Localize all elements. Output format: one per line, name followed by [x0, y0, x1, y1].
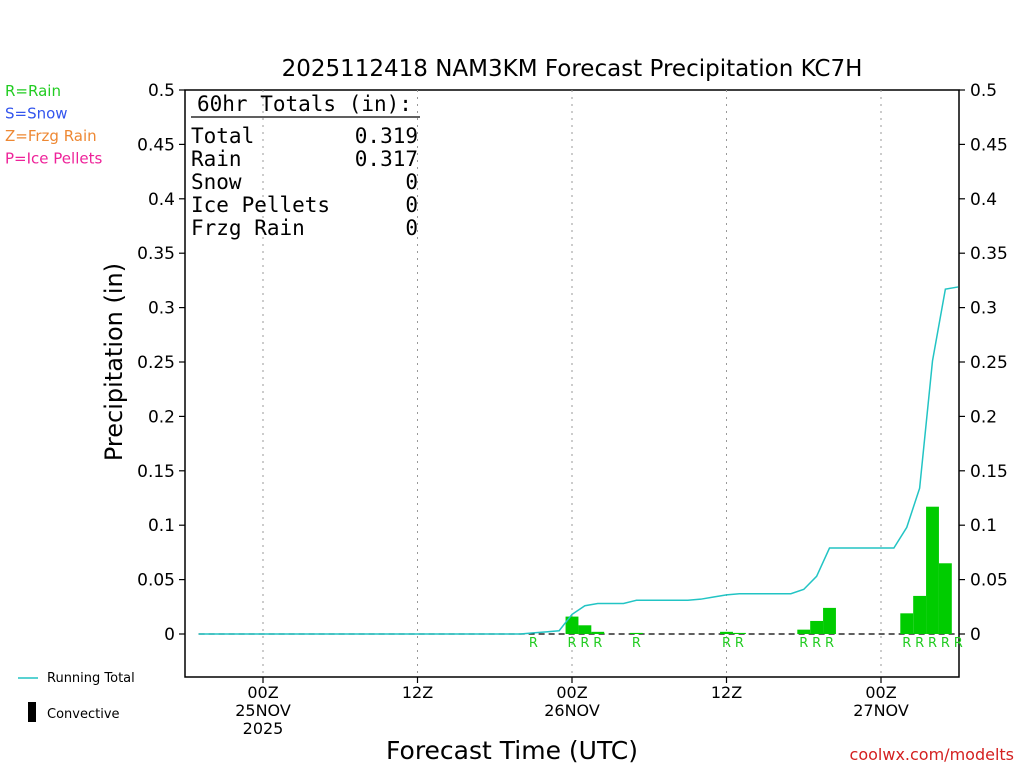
precip-type-marker: R: [928, 636, 937, 651]
x-gridlines: [262, 90, 882, 677]
rain-bar: [913, 595, 927, 634]
precip-type-marker: R: [567, 636, 576, 651]
y-tick-label: 0: [164, 625, 175, 645]
totals-row-label: Rain: [191, 147, 242, 171]
y-tick-label: 0.1: [148, 516, 175, 536]
y-tick-label: 0.4: [148, 190, 175, 210]
y-right-tick-label: 0.35: [970, 244, 1008, 264]
x-tick-label: 25NOV: [235, 701, 291, 720]
legend-item: Z=Frzg Rain: [5, 127, 97, 145]
chart-title: 2025112418 NAM3KM Forecast Precipitation…: [282, 56, 863, 82]
totals-rows: Total 0.319 Rain 0.317 Snow 0 Ice Pellets 0 Frzg…: [191, 124, 418, 240]
x-tick-label: 12Z: [711, 683, 742, 702]
y-axis-left: 0 0.05 0.1 0.15 0.2 0.25 0.3 0.35 0.4 0.45 0.5: [137, 81, 185, 645]
y-right-tick-label: 0: [970, 625, 981, 645]
rain-bar: [938, 563, 952, 634]
y-axis-right: 0 0.05 0.1 0.15 0.2 0.25 0.3 0.35 0.4 0.45 0.5: [959, 81, 1008, 645]
legend-item: S=Snow: [5, 105, 68, 123]
precip-type-marker: R: [915, 636, 924, 651]
y-right-tick-label: 0.5: [970, 81, 997, 101]
x-tick-label: 2025: [243, 719, 284, 738]
y-tick-label: 0.3: [148, 299, 175, 319]
y-right-tick-label: 0.45: [970, 135, 1008, 155]
precip-type-marker: R: [902, 636, 911, 651]
rain-bar: [565, 616, 579, 634]
y-right-tick-label: 0.1: [970, 516, 997, 536]
y-right-tick-label: 0.05: [970, 571, 1008, 591]
totals-row-value: 0: [405, 193, 418, 217]
rain-bar: [900, 613, 914, 634]
rain-bar: [629, 632, 643, 634]
rain-bar: [591, 631, 605, 634]
y-axis-label: Precipitation (in): [100, 263, 128, 461]
rain-bar: [797, 629, 811, 634]
x-tick-label: 00Z: [865, 683, 896, 702]
precip-type-marker: R: [580, 636, 589, 651]
running-total-legend-label: Running Total: [47, 671, 135, 686]
rain-bar: [823, 607, 836, 634]
totals-row-value: 0: [405, 170, 418, 194]
totals-row-value: 0: [405, 216, 418, 240]
running-total-line: [198, 286, 959, 635]
rain-bar: [810, 620, 824, 634]
rain-bar: [926, 506, 939, 634]
precip-type-marker: R: [593, 636, 602, 651]
y-tick-label: 0.15: [137, 462, 175, 482]
y-tick-label: 0.45: [137, 135, 175, 155]
legend-item: R=Rain: [5, 82, 61, 100]
convective-legend-label: Convective: [47, 707, 120, 722]
totals-row-label: Frzg Rain: [191, 216, 305, 240]
precip-type-marker: R: [941, 636, 950, 651]
totals-row-label: Ice Pellets: [191, 193, 330, 217]
totals-row-label: Total: [191, 124, 254, 148]
y-right-tick-label: 0.4: [970, 190, 997, 210]
precip-type-marker: R: [632, 636, 641, 651]
totals-box: 60hr Totals (in): Total 0.319 Rain 0.317 Sno…: [191, 92, 420, 240]
totals-row-value: 0.319: [355, 124, 418, 148]
y-right-tick-label: 0.25: [970, 353, 1008, 373]
legend-item: P=Ice Pellets: [5, 150, 102, 168]
rain-bar: [720, 631, 733, 634]
precip-type-marker: R: [812, 636, 821, 651]
y-tick-label: 0.35: [137, 244, 175, 264]
rain-bar: [732, 632, 746, 634]
precip-type-marker: R: [954, 636, 963, 651]
y-tick-label: 0.5: [148, 81, 175, 101]
totals-header: 60hr Totals (in):: [197, 92, 412, 116]
y-tick-label: 0.05: [137, 571, 175, 591]
totals-row-label: Snow: [191, 170, 242, 194]
y-right-tick-label: 0.2: [970, 407, 997, 427]
precip-type-marker: R: [722, 636, 731, 651]
x-tick-label: 26NOV: [544, 701, 600, 720]
y-tick-label: 0.2: [148, 407, 175, 427]
x-tick-label: 00Z: [247, 683, 278, 702]
y-right-tick-label: 0.15: [970, 462, 1008, 482]
y-tick-label: 0.25: [137, 353, 175, 373]
precip-type-marker: R: [799, 636, 808, 651]
x-tick-label: 12Z: [402, 683, 433, 702]
x-tick-label: 27NOV: [853, 701, 909, 720]
x-axis-label: Forecast Time (UTC): [386, 736, 638, 765]
precip-type-marker: R: [529, 636, 538, 651]
y-right-tick-label: 0.3: [970, 299, 997, 319]
footer-link[interactable]: coolwx.com/modelts: [850, 745, 1014, 764]
totals-row-value: 0.317: [355, 147, 418, 171]
precip-type-legend: R=Rain S=Snow Z=Frzg Rain P=Ice Pellets: [5, 82, 102, 168]
precip-type-marker: R: [735, 636, 744, 651]
precip-type-marker: R: [825, 636, 834, 651]
rain-bar: [578, 625, 592, 634]
x-tick-label: 00Z: [556, 683, 587, 702]
convective-legend-swatch: [28, 702, 36, 722]
rain-bars: [565, 506, 952, 634]
